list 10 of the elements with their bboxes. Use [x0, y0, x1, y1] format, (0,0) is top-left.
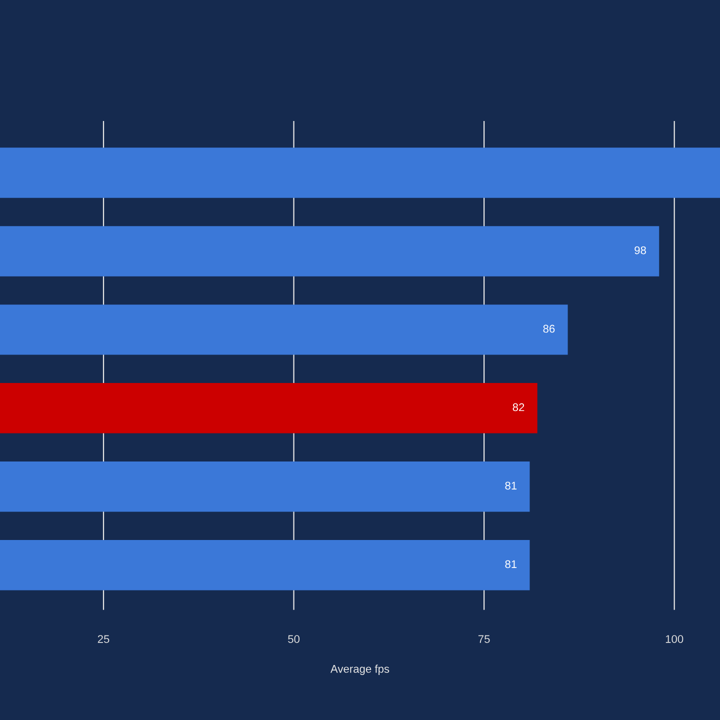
x-tick-label: 25 [98, 635, 110, 643]
x-tick-label: 100 [666, 635, 684, 643]
data-label: 98 [634, 246, 646, 254]
data-label: 81 [505, 482, 517, 490]
data-label: 86 [543, 324, 555, 333]
x-tick-label: 50 [288, 635, 300, 643]
x-tick-label: 75 [478, 635, 490, 643]
x-axis-title: Average fps [330, 664, 390, 675]
data-label: 81 [505, 560, 517, 568]
data-label: 82 [512, 403, 524, 412]
